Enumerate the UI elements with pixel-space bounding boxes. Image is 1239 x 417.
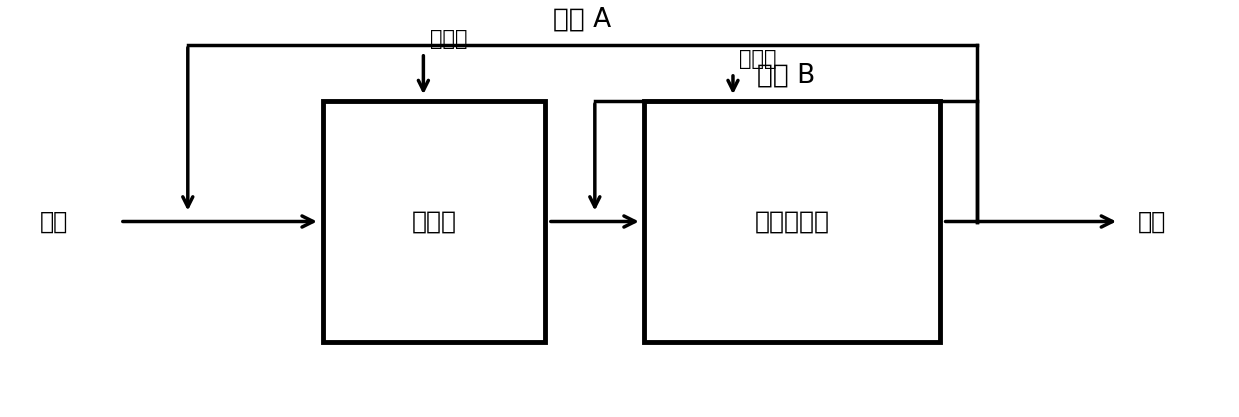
Text: 回流 A: 回流 A	[554, 7, 612, 33]
Text: 进水: 进水	[40, 209, 68, 234]
Text: 絮凝剂: 絮凝剂	[430, 29, 467, 49]
Bar	[323, 101, 545, 342]
Text: 助凝剂: 助凝剂	[740, 49, 777, 69]
Bar	[644, 101, 940, 342]
Text: 出水: 出水	[1137, 209, 1166, 234]
Text: 回流 B: 回流 B	[757, 63, 815, 89]
Text: 混合池: 混合池	[413, 209, 457, 234]
Text: 絮凝沉淀池: 絮凝沉淀池	[755, 209, 830, 234]
